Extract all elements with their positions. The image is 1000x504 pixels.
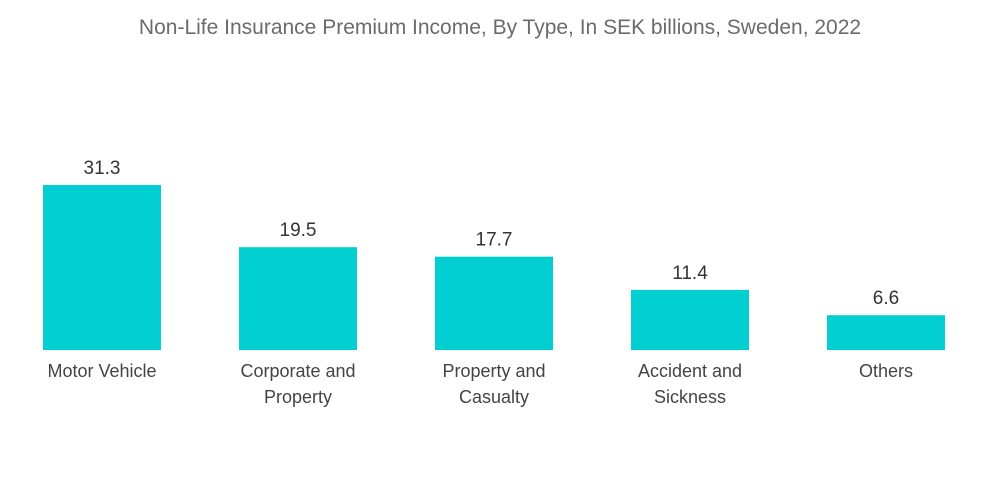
value-label-others: 6.6 — [873, 288, 899, 309]
category-labels-group: Motor Vehicle Corporate and Property Proper… — [47, 361, 913, 407]
bar-property-and-casualty — [435, 256, 553, 350]
value-labels-group: 31.3 19.5 17.7 11.4 6.6 — [84, 158, 900, 309]
bar-corporate-and-property — [239, 247, 357, 350]
chart-title: Non-Life Insurance Premium Income, By Ty… — [138, 16, 862, 39]
category-label-line: Others — [859, 361, 913, 381]
value-label-corporate-and-property: 19.5 — [280, 220, 317, 241]
category-label-line: Motor Vehicle — [47, 361, 156, 381]
bar-motor-vehicle — [43, 185, 161, 350]
value-label-property-and-casualty: 17.7 — [476, 230, 513, 251]
category-label-line: Casualty — [459, 387, 529, 407]
category-label-accident-and-sickness: Accident and Sickness — [638, 361, 742, 407]
category-label-line: Corporate and — [240, 361, 355, 381]
category-label-line: Sickness — [654, 387, 726, 407]
bars-group — [43, 185, 945, 350]
bar-accident-and-sickness — [631, 289, 749, 350]
category-label-line: Accident and — [638, 361, 742, 381]
category-label-others: Others — [859, 361, 913, 381]
value-label-motor-vehicle: 31.3 — [84, 158, 121, 179]
category-label-motor-vehicle: Motor Vehicle — [47, 361, 156, 381]
category-label-property-and-casualty: Property and Casualty — [442, 361, 545, 407]
value-label-accident-and-sickness: 11.4 — [672, 263, 708, 284]
category-label-line: Property and — [442, 361, 545, 381]
category-label-corporate-and-property: Corporate and Property — [240, 361, 355, 407]
bar-others — [827, 315, 945, 350]
category-label-line: Property — [264, 387, 332, 407]
